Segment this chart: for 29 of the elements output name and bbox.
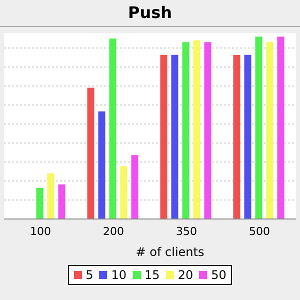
bar xyxy=(233,54,240,219)
bar xyxy=(182,42,190,219)
x-tick-label: 100 xyxy=(30,224,51,238)
x-tick-label: 200 xyxy=(103,224,124,238)
bar xyxy=(120,166,128,219)
chart-title: Push xyxy=(0,0,300,27)
bar xyxy=(109,38,116,219)
bar xyxy=(131,155,138,219)
x-axis-title: # of clients xyxy=(134,245,206,259)
bar xyxy=(58,184,66,219)
bar xyxy=(244,54,252,219)
x-tick-label: 500 xyxy=(249,224,270,238)
legend-label: 50 xyxy=(210,268,226,282)
bar xyxy=(47,173,54,219)
legend-label: 10 xyxy=(110,268,127,282)
bar xyxy=(171,54,178,219)
legend-label: 20 xyxy=(176,268,194,282)
bar xyxy=(204,42,212,219)
legend-label: 5 xyxy=(84,268,94,282)
bar xyxy=(193,40,200,219)
bar xyxy=(255,36,262,219)
bar xyxy=(266,42,274,219)
legend-label: 15 xyxy=(144,268,160,282)
bar xyxy=(36,188,44,219)
bar xyxy=(98,111,106,219)
bar xyxy=(277,36,284,219)
x-tick-label: 350 xyxy=(176,224,197,238)
bar xyxy=(160,54,168,219)
bar xyxy=(87,88,94,219)
